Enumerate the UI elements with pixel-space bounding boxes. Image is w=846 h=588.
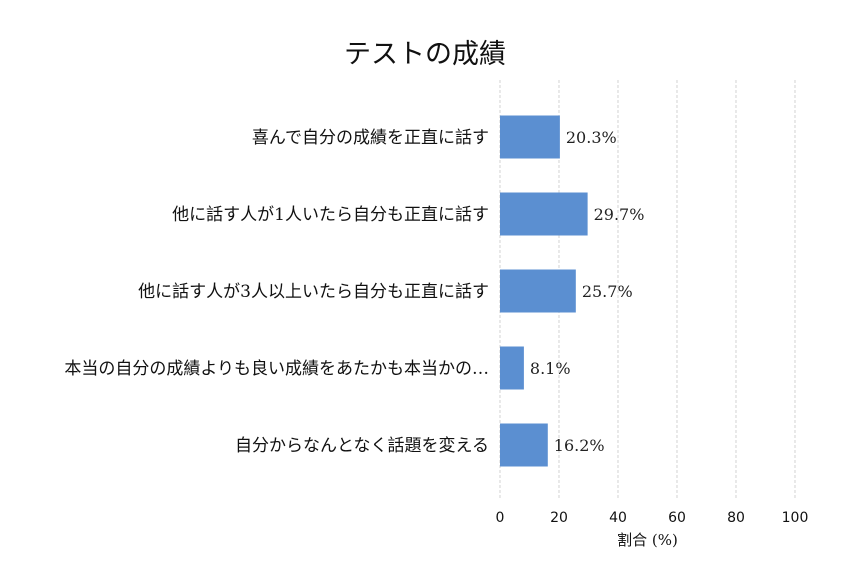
x-axis-ticks: 0 20 40 60 80 100 xyxy=(496,510,809,526)
chart-title: テストの成績 xyxy=(344,39,506,70)
bar xyxy=(500,346,524,390)
value-label: 8.1% xyxy=(530,359,571,378)
value-label: 25.7% xyxy=(582,282,633,301)
category-label: 本当の自分の成績よりも良い成績をあたかも本当かの… xyxy=(64,359,489,379)
category-label: 他に話す人が3人以上いたら自分も正直に話す xyxy=(138,282,489,302)
bar xyxy=(500,192,588,236)
x-tick-label: 0 xyxy=(496,510,505,526)
bar xyxy=(500,115,560,159)
value-label: 29.7% xyxy=(594,205,645,224)
x-tick-label: 100 xyxy=(782,510,809,526)
category-label: 喜んで自分の成績を正直に話す xyxy=(252,128,489,148)
x-tick-label: 60 xyxy=(668,510,686,526)
x-tick-label: 20 xyxy=(550,510,568,526)
category-label: 他に話す人が1人いたら自分も正直に話す xyxy=(172,205,489,225)
value-labels: 20.3% 29.7% 25.7% 8.1% 16.2% xyxy=(530,128,645,455)
category-labels: 喜んで自分の成績を正直に話す他に話す人が1人いたら自分も正直に話す他に話す人が3… xyxy=(64,128,489,456)
bar xyxy=(500,269,576,313)
value-label: 20.3% xyxy=(566,128,617,147)
x-axis-title: 割合 (%) xyxy=(617,531,678,549)
category-label: 自分からなんとなく話題を変える xyxy=(235,436,489,456)
bar xyxy=(500,423,548,467)
x-tick-label: 80 xyxy=(727,510,745,526)
bars xyxy=(500,115,588,467)
x-tick-label: 40 xyxy=(609,510,627,526)
value-label: 16.2% xyxy=(554,436,605,455)
